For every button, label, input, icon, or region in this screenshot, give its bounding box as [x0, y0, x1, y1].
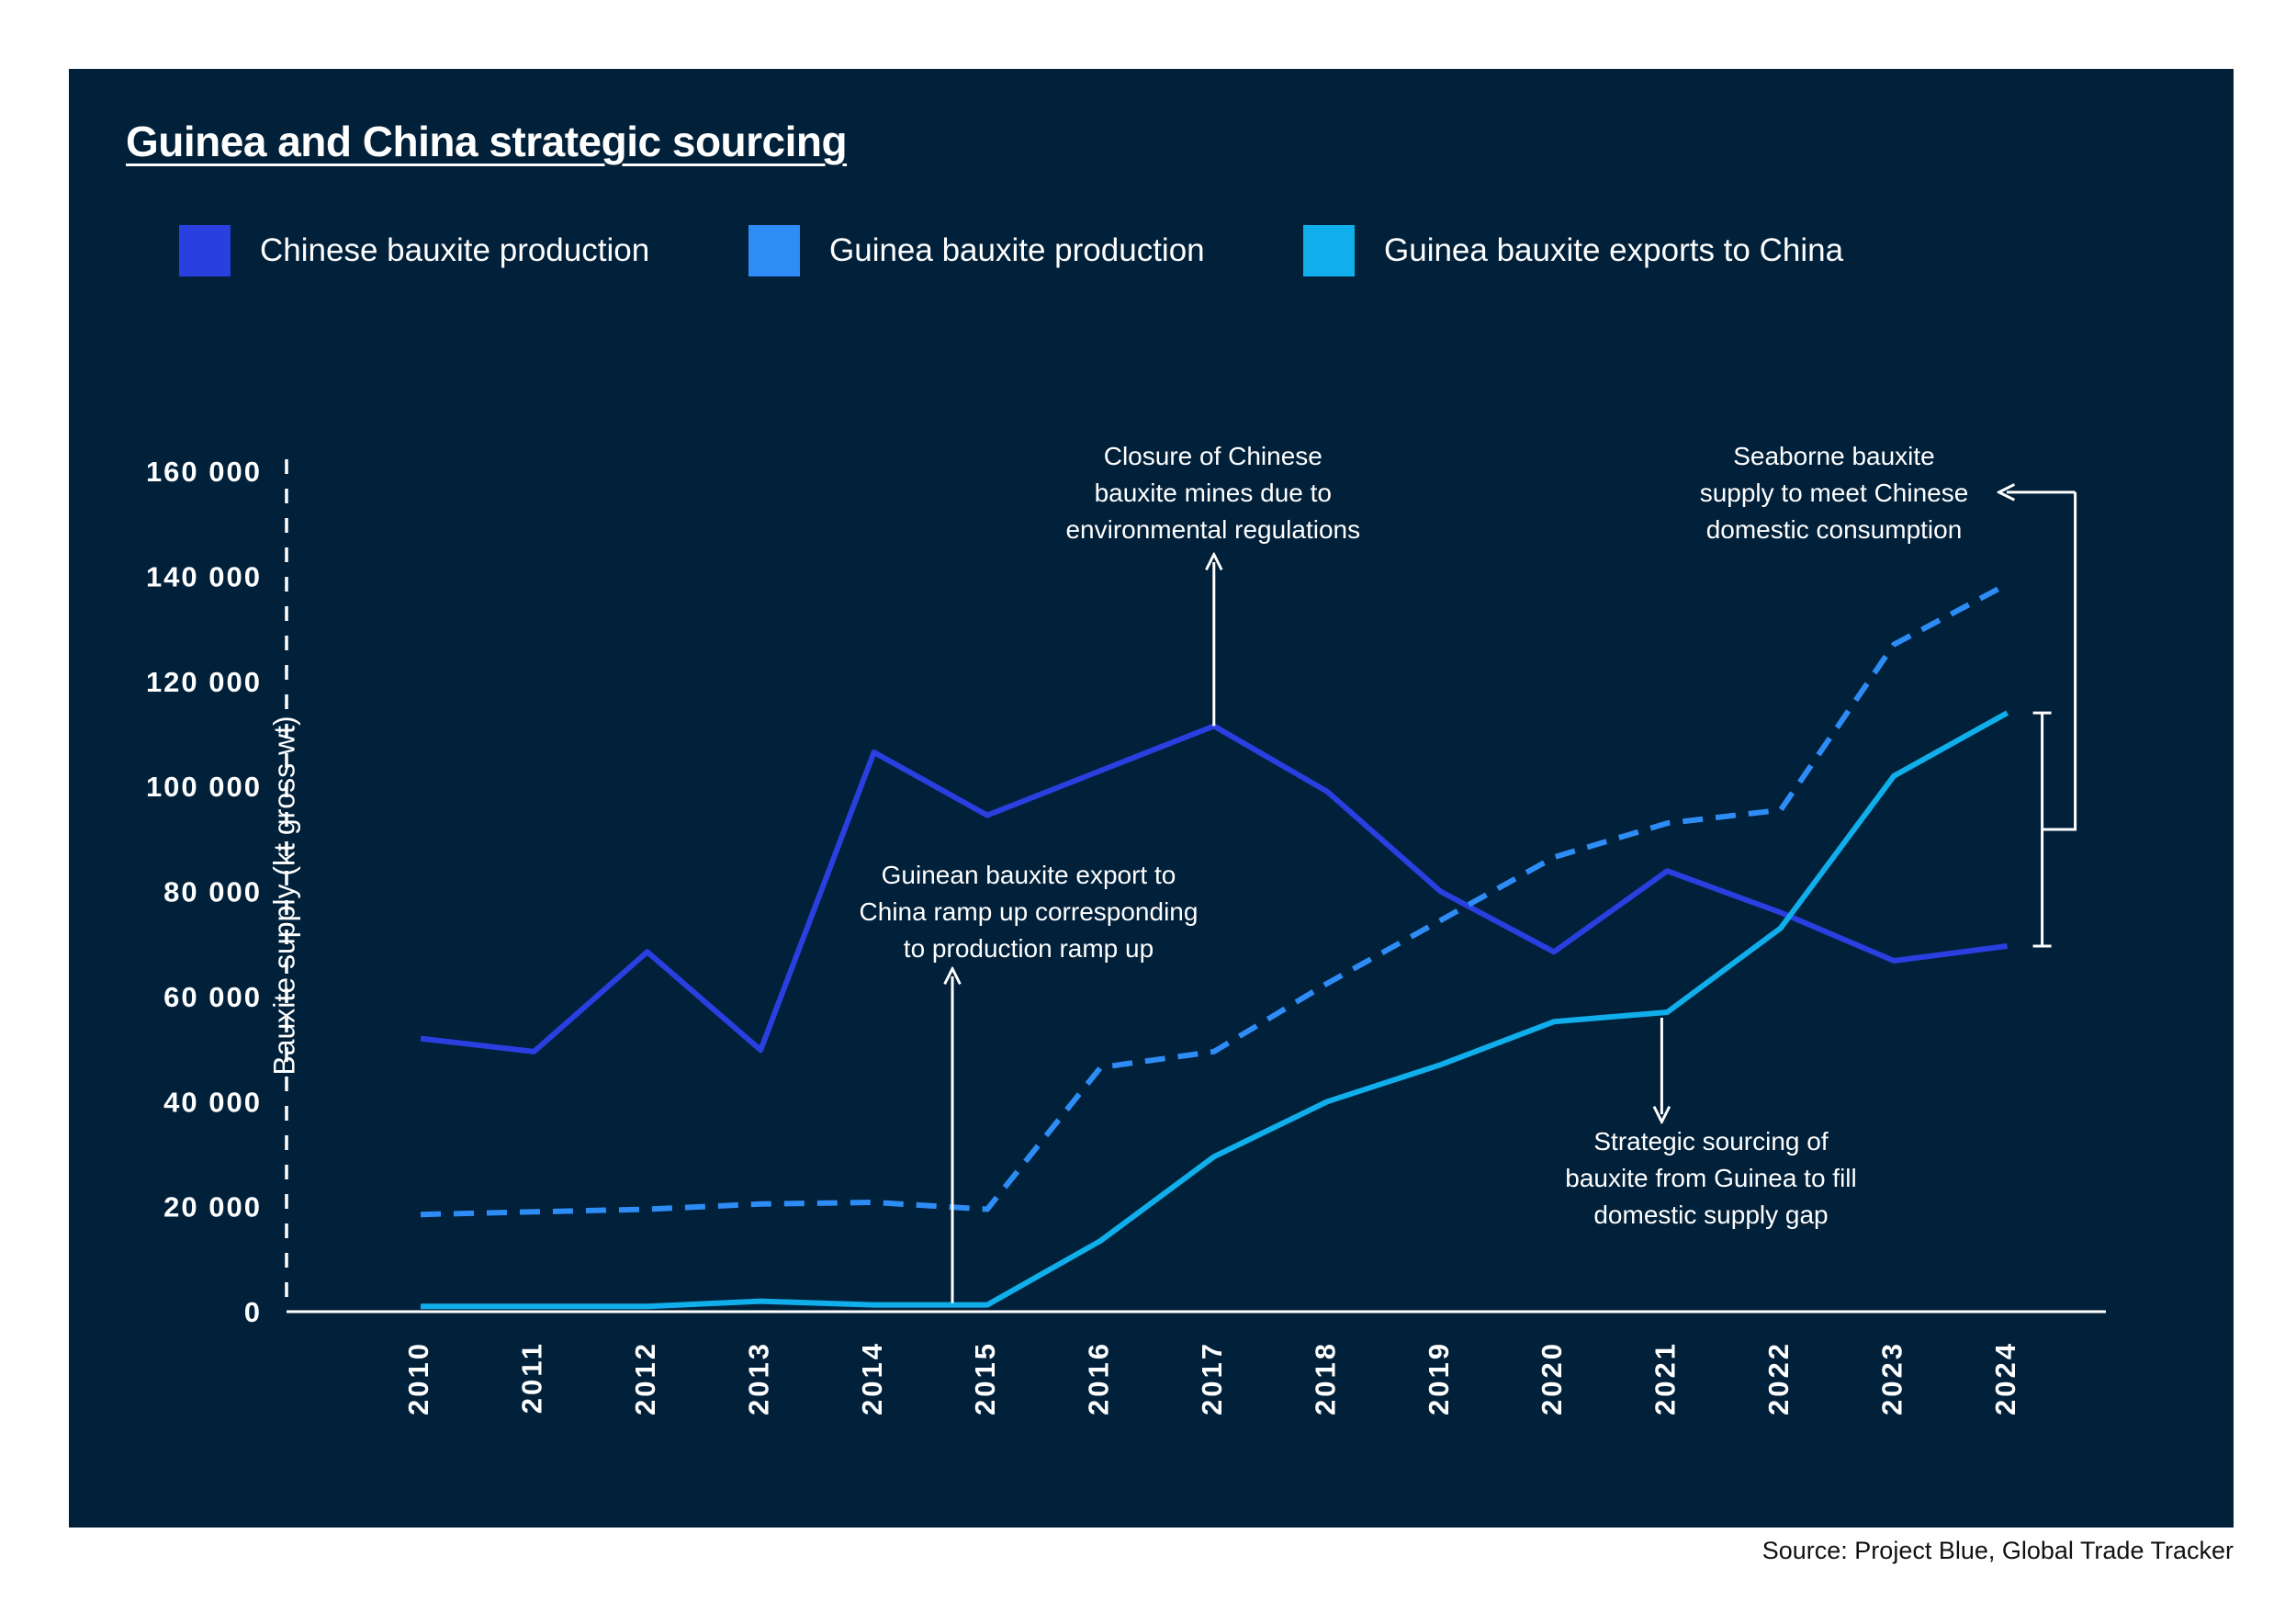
x-tick-label: 2014	[856, 1341, 888, 1415]
annotation-text-strategic: bauxite from Guinea to fill	[1565, 1164, 1857, 1192]
y-tick-label: 140 000	[146, 560, 262, 592]
x-tick-label: 2011	[516, 1341, 548, 1414]
annotation-text-seaborne: Seaborne bauxite	[1733, 442, 1935, 470]
x-tick-label: 2019	[1423, 1341, 1455, 1415]
legend-swatch-chinese-production	[179, 225, 231, 276]
x-tick-label: 2016	[1083, 1341, 1115, 1415]
x-tick-label: 2023	[1875, 1341, 1908, 1415]
x-tick-label: 2017	[1196, 1341, 1228, 1415]
y-tick-label: 0	[244, 1296, 262, 1328]
legend-label: Chinese bauxite production	[260, 232, 650, 268]
annotation-text-strategic: Strategic sourcing of	[1593, 1127, 1828, 1156]
x-tick-label: 2020	[1536, 1341, 1568, 1415]
series-line-guinea-bauxite-exports-to-china	[421, 710, 2009, 1310]
y-tick-label: 160 000	[146, 456, 262, 488]
x-tick-label: 2021	[1649, 1341, 1682, 1415]
legend-item-chinese-production: Chinese bauxite production	[179, 225, 649, 276]
y-tick-label: 20 000	[163, 1191, 262, 1223]
y-tick-label: 120 000	[146, 666, 262, 698]
series-line-guinea-bauxite-production	[420, 581, 2009, 1218]
y-tick-label: 100 000	[146, 771, 262, 803]
legend-label: Guinea bauxite production	[829, 232, 1205, 268]
annotation-text-ramp-up: Guinean bauxite export to	[882, 861, 1176, 889]
legend-item-guinea-production: Guinea bauxite production	[748, 225, 1205, 276]
y-axis-label: Bauxite supply (kt gross wt)	[267, 716, 300, 1075]
x-tick-label: 2022	[1762, 1341, 1795, 1415]
annotation-text-closure: bauxite mines due to	[1095, 479, 1332, 507]
series-line-chinese-bauxite-production	[420, 723, 2008, 1054]
x-tick-label: 2018	[1309, 1341, 1341, 1415]
x-tick-label: 2010	[402, 1341, 434, 1415]
source-note: Source: Project Blue, Global Trade Track…	[1761, 1537, 2234, 1564]
annotation-text-strategic: domestic supply gap	[1593, 1201, 1828, 1229]
annotation-text-seaborne: supply to meet Chinese	[1700, 479, 1969, 507]
annotation-bracket-connector	[2042, 491, 2077, 831]
y-tick-label: 60 000	[163, 981, 262, 1013]
legend-swatch-guinea-production	[748, 225, 800, 276]
annotation-text-closure: Closure of Chinese	[1104, 442, 1322, 470]
y-tick-label: 40 000	[163, 1086, 262, 1118]
x-tick-label: 2012	[629, 1341, 661, 1415]
chart-title: Guinea and China strategic sourcing	[126, 118, 848, 165]
legend-swatch-guinea-exports	[1303, 225, 1355, 276]
annotation-text-closure: environmental regulations	[1065, 515, 1360, 544]
chart-panel: Guinea and China strategic sourcing Chin…	[69, 69, 2234, 1528]
annotation-text-seaborne: domestic consumption	[1706, 515, 1963, 544]
legend-label: Guinea bauxite exports to China	[1384, 232, 1844, 268]
annotation-text-ramp-up: China ramp up corresponding	[860, 897, 1199, 926]
legend-item-guinea-exports: Guinea bauxite exports to China	[1303, 225, 1843, 276]
x-tick-label: 2013	[742, 1341, 774, 1415]
x-tick-label: 2024	[1989, 1341, 2021, 1415]
y-tick-label: 80 000	[163, 876, 262, 908]
x-tick-label: 2015	[969, 1341, 1001, 1415]
annotation-text-ramp-up: to production ramp up	[904, 934, 1154, 963]
